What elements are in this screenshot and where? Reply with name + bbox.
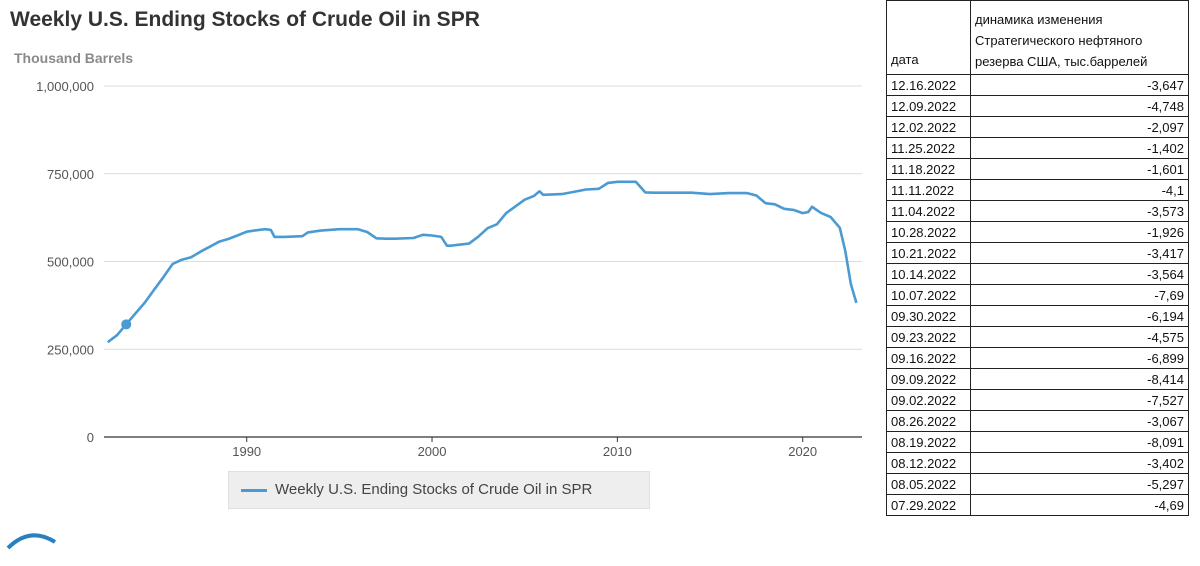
cell-value[interactable]: -3,417 [970,242,1189,264]
cell-value[interactable]: -4,1 [970,179,1189,201]
cell-value[interactable]: -8,414 [970,368,1189,390]
line-chart: 0 250,000 500,000 750,000 1,000,000 1990 2000 2… [36,79,862,459]
table-row[interactable]: 08.05.2022 -5,297 [886,473,1189,495]
x-tick-label: 2010 [603,444,632,459]
table-row[interactable]: 11.18.2022 -1,601 [886,158,1189,180]
table-header-row: дата динамика изменения Стратегического … [886,0,1189,75]
table-row[interactable]: 11.25.2022 -1,402 [886,137,1189,159]
chart-panel: Weekly U.S. Ending Stocks of Crude Oil i… [6,8,862,550]
cell-date[interactable]: 10.14.2022 [886,263,971,285]
cell-date[interactable]: 08.05.2022 [886,473,971,495]
cell-date[interactable]: 07.29.2022 [886,494,971,516]
table-row[interactable]: 12.09.2022 -4,748 [886,95,1189,117]
cell-value[interactable]: -4,748 [970,95,1189,117]
x-tick-label: 1990 [232,444,261,459]
table-row[interactable]: 10.21.2022 -3,417 [886,242,1189,264]
cell-date[interactable]: 11.25.2022 [886,137,971,159]
cell-value[interactable]: -1,402 [970,137,1189,159]
table-row[interactable]: 08.19.2022 -8,091 [886,431,1189,453]
x-tick-label: 2000 [418,444,447,459]
cell-date[interactable]: 09.30.2022 [886,305,971,327]
legend-swatch [241,489,267,492]
chart-legend[interactable]: Weekly U.S. Ending Stocks of Crude Oil i… [228,471,650,509]
cell-value[interactable]: -3,573 [970,200,1189,222]
cell-date[interactable]: 11.11.2022 [886,179,971,201]
cell-value[interactable]: -6,899 [970,347,1189,369]
cell-date[interactable]: 10.28.2022 [886,221,971,243]
cell-date[interactable]: 08.26.2022 [886,410,971,432]
spr-change-table: дата динамика изменения Стратегического … [886,0,1189,516]
table-row[interactable]: 09.02.2022 -7,527 [886,389,1189,411]
y-axis-label: Thousand Barrels [14,50,134,66]
y-tick-label: 750,000 [47,167,94,182]
cell-value[interactable]: -3,402 [970,452,1189,474]
cell-date[interactable]: 09.02.2022 [886,389,971,411]
cell-date[interactable]: 09.09.2022 [886,368,971,390]
table-row[interactable]: 12.02.2022 -2,097 [886,116,1189,138]
cell-date[interactable]: 08.12.2022 [886,452,971,474]
highlight-point [121,319,132,330]
table-row[interactable]: 09.30.2022 -6,194 [886,305,1189,327]
table-row[interactable]: 09.23.2022 -4,575 [886,326,1189,348]
cell-date[interactable]: 11.18.2022 [886,158,971,180]
cell-value[interactable]: -8,091 [970,431,1189,453]
cell-date[interactable]: 09.23.2022 [886,326,971,348]
legend-label: Weekly U.S. Ending Stocks of Crude Oil i… [275,481,593,498]
header-date: дата [886,0,971,75]
cell-date[interactable]: 12.16.2022 [886,74,971,96]
y-tick-label: 500,000 [47,255,94,270]
cell-value[interactable]: -5,297 [970,473,1189,495]
cell-value[interactable]: -7,69 [970,284,1189,306]
table-row[interactable]: 11.11.2022 -4,1 [886,179,1189,201]
table-row[interactable]: 09.09.2022 -8,414 [886,368,1189,390]
table-row[interactable]: 09.16.2022 -6,899 [886,347,1189,369]
cell-value[interactable]: -4,69 [970,494,1189,516]
cell-value[interactable]: -7,527 [970,389,1189,411]
cell-value[interactable]: -3,067 [970,410,1189,432]
cell-value[interactable]: -3,647 [970,74,1189,96]
cell-value[interactable]: -6,194 [970,305,1189,327]
cell-value[interactable]: -4,575 [970,326,1189,348]
cell-date[interactable]: 11.04.2022 [886,200,971,222]
cell-value[interactable]: -1,926 [970,221,1189,243]
y-tick-label: 0 [87,430,94,445]
logo-arc-icon [6,533,57,550]
cell-date[interactable]: 09.16.2022 [886,347,971,369]
table-row[interactable]: 07.29.2022 -4,69 [886,494,1189,516]
table-row[interactable]: 10.07.2022 -7,69 [886,284,1189,306]
cell-date[interactable]: 10.21.2022 [886,242,971,264]
y-tick-label: 1,000,000 [36,79,94,94]
y-tick-label: 250,000 [47,342,94,357]
series-line [106,180,858,344]
table-row[interactable]: 08.26.2022 -3,067 [886,410,1189,432]
cell-value[interactable]: -1,601 [970,158,1189,180]
table-row[interactable]: 12.16.2022 -3,647 [886,74,1189,96]
table-row[interactable]: 08.12.2022 -3,402 [886,452,1189,474]
table-row[interactable]: 10.28.2022 -1,926 [886,221,1189,243]
spreadsheet-panel: дата динамика изменения Стратегического … [875,0,1200,548]
chart-title: Weekly U.S. Ending Stocks of Crude Oil i… [10,8,480,31]
table-row[interactable]: 11.04.2022 -3,573 [886,200,1189,222]
x-tick-label: 2020 [788,444,817,459]
cell-date[interactable]: 10.07.2022 [886,284,971,306]
cell-date[interactable]: 12.09.2022 [886,95,971,117]
cell-date[interactable]: 12.02.2022 [886,116,971,138]
cell-value[interactable]: -3,564 [970,263,1189,285]
header-value: динамика изменения Стратегического нефтя… [970,0,1189,75]
table-row[interactable]: 10.14.2022 -3,564 [886,263,1189,285]
cell-value[interactable]: -2,097 [970,116,1189,138]
cell-date[interactable]: 08.19.2022 [886,431,971,453]
